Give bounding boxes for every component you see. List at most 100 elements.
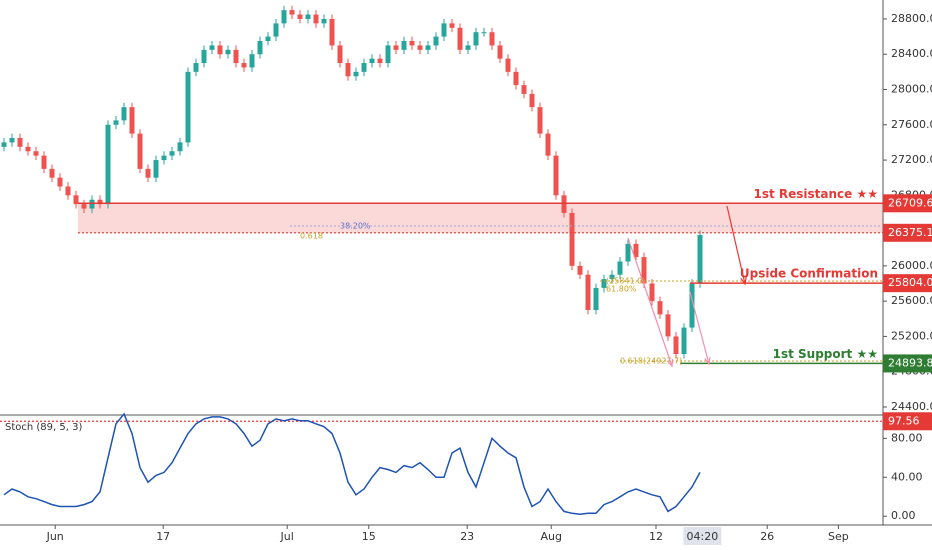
candle-body [689, 283, 695, 328]
candle-body [665, 314, 671, 337]
candle-body [361, 63, 367, 72]
fib-label: 0.618(24927.7) [620, 357, 682, 366]
price-box-label: 26709.6 [888, 196, 932, 209]
y-tick-label: 0.00 [891, 509, 916, 522]
candle-body [657, 301, 663, 315]
y-tick-label: 28400.0 [891, 47, 932, 60]
candle-body [57, 177, 63, 187]
candle-body [633, 243, 639, 258]
candle-body [529, 93, 535, 108]
candle-body [41, 155, 47, 169]
candle-body [137, 133, 143, 169]
candle-body [249, 54, 255, 68]
fib-label: 0.618 [300, 232, 323, 241]
level-label: 1st Support ★★ [773, 347, 878, 361]
candle-body [17, 138, 23, 147]
candle-body [97, 199, 103, 205]
candle-body [473, 32, 479, 46]
candle-body [49, 168, 55, 178]
price-box [883, 223, 932, 242]
price-box-label: 97.56 [888, 414, 920, 427]
candle-body [649, 283, 655, 302]
candle-body [129, 107, 135, 134]
candle-body [577, 265, 583, 275]
candle-body [521, 85, 527, 94]
candle-body [193, 63, 199, 72]
y-tick-label: 25200.0 [891, 329, 932, 342]
level-label: Upside Confirmation [740, 267, 878, 281]
candle-body [569, 212, 575, 266]
candle-body [177, 142, 183, 152]
candle-body [377, 58, 383, 64]
candle-body [489, 32, 495, 46]
y-tick-label: 80.00 [891, 431, 923, 444]
arrow [627, 237, 673, 367]
indicator-title: Stoch (89, 5, 3) [5, 422, 82, 433]
y-tick-label: 28800.0 [891, 12, 932, 25]
candle-body [25, 146, 31, 152]
candle-body [161, 155, 167, 161]
candle-body [681, 327, 687, 355]
candle-body [33, 151, 39, 156]
candle-body [73, 195, 79, 205]
price-box [883, 194, 932, 213]
price-box [883, 354, 932, 373]
candle-body [313, 14, 319, 24]
arrow-head [666, 358, 674, 368]
candle-body [233, 49, 239, 64]
arrow-head [704, 356, 711, 366]
stoch-line [3, 412, 701, 516]
y-tick-label: 40.00 [891, 470, 923, 483]
candle-body [153, 160, 159, 178]
candle-body [441, 23, 447, 37]
candle-body [481, 32, 487, 34]
candle-body [321, 18, 327, 24]
candle-body [369, 58, 375, 64]
candle-body [553, 155, 559, 196]
candle-body [105, 124, 111, 205]
candle-body [1, 142, 7, 147]
candle-body [673, 336, 679, 355]
candle-body [241, 63, 247, 68]
candle-body [425, 45, 431, 50]
candle-body [217, 45, 223, 55]
x-tick-label: 23 [460, 530, 474, 543]
candle-body [401, 41, 407, 50]
y-tick-label: 28000.0 [891, 83, 932, 96]
level-label: 1st Resistance ★★ [753, 187, 878, 201]
candle-body [145, 168, 151, 178]
y-tick-label: 24400.0 [891, 400, 932, 413]
candle-body [121, 107, 127, 121]
candle-body [281, 10, 287, 24]
candle-body [641, 257, 647, 284]
x-tick-label: 15 [362, 530, 376, 543]
candle-body [393, 45, 399, 50]
x-tick-label: 17 [156, 530, 170, 543]
candle-body [185, 71, 191, 143]
candle-body [65, 186, 71, 196]
x-tick-label: 26 [760, 530, 774, 543]
x-tick-label: 12 [649, 530, 663, 543]
candle-body [561, 195, 567, 213]
candle-body [353, 71, 359, 77]
arrow [726, 205, 746, 285]
candle-body [209, 45, 215, 50]
resistance-zone [78, 203, 883, 233]
y-tick-label: 25600.0 [891, 294, 932, 307]
price-box [883, 274, 932, 293]
candle-body [273, 23, 279, 37]
time-box-label: 04:20 [687, 530, 719, 543]
y-tick-label: 27200.0 [891, 153, 932, 166]
candle-body [225, 49, 231, 55]
candle-body [257, 41, 263, 55]
candle-body [449, 23, 455, 28]
price-box-label: 24893.8 [888, 356, 932, 369]
candle-body [601, 279, 607, 288]
candle-body [385, 45, 391, 64]
x-tick-label: Jun [46, 530, 64, 543]
candle-body [9, 138, 15, 143]
candle-body [593, 287, 599, 310]
fib-label: 61.80% [606, 285, 637, 294]
price-box-label: 25804.0 [888, 276, 932, 289]
